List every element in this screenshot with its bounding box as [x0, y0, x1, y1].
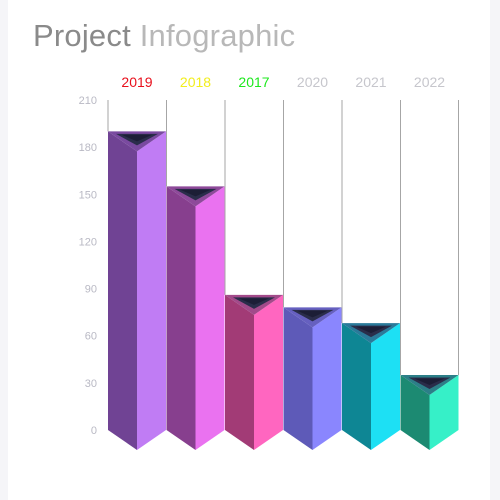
bar — [225, 294, 283, 450]
y-tick-label: 180 — [79, 142, 97, 154]
y-tick-label: 30 — [85, 378, 97, 390]
bar-right-face — [312, 307, 342, 450]
category-label: 2020 — [297, 74, 328, 90]
bar — [166, 186, 225, 450]
bars — [108, 131, 459, 450]
y-tick-label: 120 — [79, 236, 97, 248]
bar-top-core — [122, 134, 152, 142]
chart-title-part1: Project — [33, 18, 131, 53]
y-axis: 0 30 60 90 120 150 180 210 — [79, 95, 97, 437]
y-tick-label: 60 — [85, 331, 97, 343]
category-labels: 2019 2018 2017 2020 2021 2022 — [121, 74, 445, 90]
bar-top-core — [356, 326, 386, 334]
y-tick-label: 210 — [79, 95, 97, 107]
bar-top-core — [239, 298, 269, 305]
category-label: 2022 — [414, 74, 445, 90]
bar-left-face — [225, 294, 254, 450]
bar-left-face — [283, 307, 313, 450]
bar-left-face — [342, 323, 371, 450]
bar-right-face — [195, 186, 225, 450]
category-label: 2021 — [355, 74, 386, 90]
y-tick-label: 0 — [91, 425, 97, 437]
y-tick-label: 90 — [85, 284, 97, 296]
bar-top-core — [297, 310, 328, 318]
bar — [108, 131, 166, 450]
bar-left-face — [400, 375, 430, 450]
bar-left-face — [166, 186, 196, 450]
bar — [283, 307, 342, 450]
category-label: 2019 — [121, 74, 152, 90]
bar-right-face — [371, 323, 400, 450]
chart-title: Project Infographic — [33, 18, 295, 54]
bar-top-core — [414, 378, 445, 385]
guide-lines — [107, 100, 459, 375]
bar-right-face — [429, 375, 459, 450]
bar — [342, 323, 400, 450]
bar-top-core — [180, 189, 211, 197]
chart-title-part2: Infographic — [139, 18, 296, 53]
bar — [400, 375, 459, 450]
bar-right-face — [137, 131, 166, 450]
category-label: 2017 — [238, 74, 269, 90]
bar-right-face — [254, 294, 283, 450]
y-tick-label: 150 — [79, 189, 97, 201]
bar-left-face — [108, 131, 137, 450]
category-label: 2018 — [180, 74, 211, 90]
